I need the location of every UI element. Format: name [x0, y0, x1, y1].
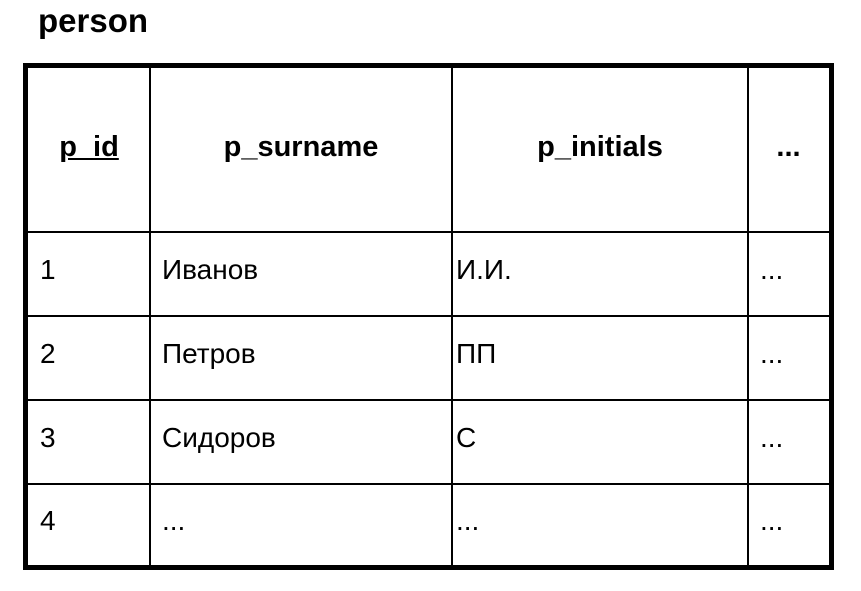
table-cell: ...	[162, 504, 186, 536]
column-header: ...	[776, 130, 801, 163]
row-divider	[28, 483, 829, 485]
row-divider	[28, 315, 829, 317]
table-cell: 3	[40, 422, 56, 453]
table-cell: И.И.	[456, 254, 512, 285]
table-cell: ПП	[456, 338, 497, 369]
table-cell: ...	[760, 422, 784, 453]
person-table: p_id p_surname p_initials... 1 Иванов И.И....…	[23, 63, 834, 570]
table-cell: ...	[760, 504, 784, 536]
column-header: p_surname	[223, 130, 379, 163]
column-header: p_id	[59, 130, 119, 163]
row-divider	[28, 399, 829, 401]
table-cell: Петров	[162, 338, 256, 369]
table-cell: Иванов	[162, 254, 259, 285]
row-divider	[28, 231, 829, 233]
table-cell: С	[456, 422, 477, 453]
table-cell: ...	[456, 504, 480, 536]
table-cell: 2	[40, 338, 56, 369]
table-title: person	[38, 2, 149, 39]
table-cell: ...	[760, 338, 784, 369]
table-cell: ...	[760, 254, 784, 285]
table-cell: 4	[40, 504, 56, 536]
table-cell: Сидоров	[162, 422, 276, 453]
column-header: p_initials	[537, 130, 663, 163]
table-cell: 1	[40, 254, 56, 285]
